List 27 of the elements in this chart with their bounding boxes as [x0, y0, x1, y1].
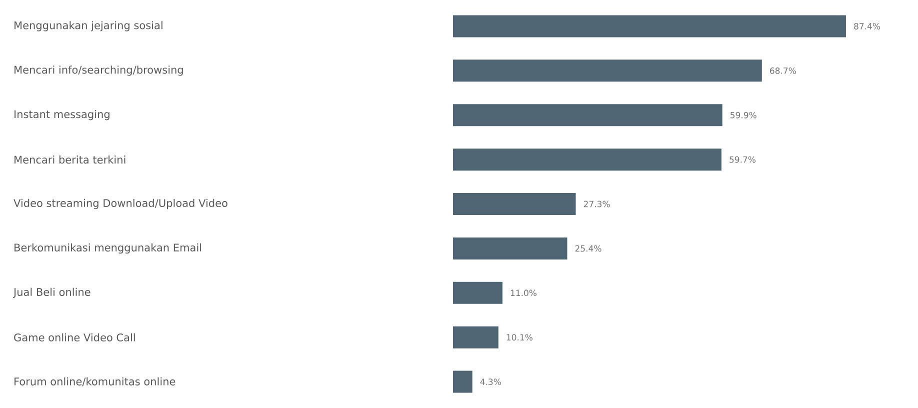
data-label: 59.7% — [730, 156, 756, 163]
data-label: 68.7% — [770, 67, 796, 74]
bar — [453, 15, 846, 38]
bar — [453, 193, 576, 216]
bar — [453, 282, 502, 304]
data-label: 87.4% — [854, 23, 880, 30]
bar — [453, 148, 722, 171]
y-tick-label: Mencari info/searching/browsing — [14, 66, 183, 76]
bar — [453, 326, 498, 348]
bar — [453, 60, 762, 82]
bar — [453, 104, 722, 126]
y-tick-label: Mencari berita terkini — [14, 155, 126, 164]
y-tick-label: Instant messaging — [14, 110, 110, 120]
data-label: 25.4% — [575, 245, 602, 252]
data-label: 10.1% — [506, 334, 532, 341]
bar — [453, 370, 472, 393]
y-tick-label: Video streaming Download/Upload Video — [14, 198, 228, 210]
data-label: 11.0% — [510, 290, 537, 296]
bar — [453, 237, 568, 260]
y-tick-label: Menggunakan jejaring sosial — [14, 21, 162, 32]
data-label: 4.3% — [480, 378, 501, 385]
data-label: 27.3% — [584, 200, 610, 208]
y-tick-label: Forum online/komunitas online — [14, 377, 176, 386]
data-label: 59.9% — [730, 112, 756, 118]
y-tick-label: Berkomunikasi menggunakan Email — [14, 243, 202, 254]
y-tick-label: Game online Video Call — [14, 333, 135, 342]
y-tick-label: Jual Beli online — [12, 288, 90, 298]
